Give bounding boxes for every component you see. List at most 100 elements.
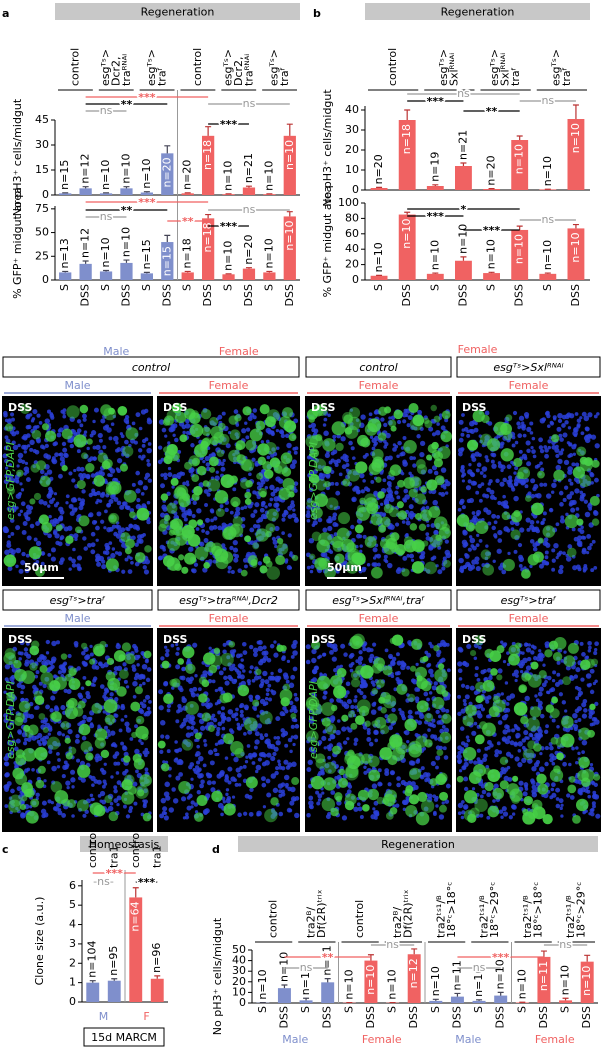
nucleus xyxy=(421,766,425,770)
nucleus xyxy=(497,668,502,673)
nucleus xyxy=(352,456,356,460)
nucleus xyxy=(133,802,137,806)
nucleus xyxy=(117,458,122,463)
gfp-cell xyxy=(66,752,73,759)
error-bar xyxy=(460,257,466,261)
nucleus xyxy=(376,554,381,559)
bar xyxy=(120,263,132,280)
nucleus xyxy=(458,508,462,512)
nucleus xyxy=(34,425,37,428)
gfp-cell xyxy=(396,684,407,695)
gfp-cell xyxy=(14,669,27,682)
n-label: n=10 xyxy=(222,241,235,271)
gfp-cell xyxy=(32,430,42,440)
gfp-cell xyxy=(169,523,181,535)
nucleus xyxy=(110,553,115,558)
x-tick-label: S xyxy=(342,1006,355,1013)
nucleus xyxy=(113,789,117,793)
nucleus xyxy=(383,445,387,449)
n-label: n=15 xyxy=(160,246,173,276)
nucleus xyxy=(106,427,112,433)
nucleus xyxy=(346,737,349,740)
gfp-cell xyxy=(66,405,79,418)
nucleus xyxy=(526,647,531,652)
gfp-cell xyxy=(380,725,389,734)
nucleus xyxy=(107,473,111,477)
gfp-cell xyxy=(416,812,430,826)
gfp-cell xyxy=(390,638,396,644)
panel-title: Homeostasis xyxy=(89,838,160,851)
nucleus xyxy=(406,521,411,526)
nucleus xyxy=(66,689,71,694)
nucleus xyxy=(586,534,591,539)
nucleus xyxy=(278,789,282,793)
nucleus xyxy=(278,763,281,766)
nucleus xyxy=(56,752,60,756)
gfp-cell xyxy=(256,473,263,480)
nucleus xyxy=(256,714,259,717)
nucleus xyxy=(72,507,77,512)
nucleus xyxy=(104,510,108,514)
x-tick-label: DSS xyxy=(277,1006,290,1028)
panel-letter: a xyxy=(2,7,9,20)
nucleus xyxy=(432,500,438,506)
n-label: n=10 xyxy=(386,969,399,999)
gfp-cell xyxy=(120,464,128,472)
error-bar xyxy=(154,976,160,979)
nucleus xyxy=(518,480,522,484)
nucleus xyxy=(121,718,125,722)
y-tick-label: 1 xyxy=(69,976,76,989)
nucleus xyxy=(232,795,235,798)
significance-label: ns xyxy=(457,87,470,100)
nucleus xyxy=(226,717,231,722)
nucleus xyxy=(436,653,440,657)
nucleus xyxy=(58,670,62,674)
nucleus xyxy=(57,765,60,768)
nucleus xyxy=(45,418,50,423)
nucleus xyxy=(414,687,419,692)
nucleus xyxy=(374,739,378,743)
nucleus xyxy=(559,491,564,496)
nucleus xyxy=(39,421,43,425)
x-tick-label: S xyxy=(541,284,554,291)
gfp-cell xyxy=(244,535,251,542)
x-tick-label: S xyxy=(99,284,112,291)
gfp-cell xyxy=(9,794,21,806)
nucleus xyxy=(18,731,22,735)
nucleus xyxy=(8,566,13,571)
nucleus xyxy=(273,489,277,493)
nucleus xyxy=(70,777,75,782)
nucleus xyxy=(47,553,51,557)
gfp-cell xyxy=(326,497,339,510)
nucleus xyxy=(406,554,410,558)
nucleus xyxy=(249,670,252,673)
nucleus xyxy=(48,733,51,736)
nucleus xyxy=(556,556,559,559)
error-bar xyxy=(83,187,89,189)
nucleus xyxy=(229,728,233,732)
nucleus xyxy=(159,813,164,818)
nucleus xyxy=(88,512,93,517)
nucleus xyxy=(49,412,53,416)
x-tick-label: DSS xyxy=(450,1006,463,1028)
nucleus xyxy=(127,555,131,559)
gfp-cell xyxy=(214,648,220,654)
nucleus xyxy=(146,448,152,454)
error-bar xyxy=(287,212,293,217)
gfp-cell xyxy=(109,812,119,822)
condition-label: DSS xyxy=(8,401,33,414)
nucleus xyxy=(410,761,415,766)
n-label: n=10 xyxy=(429,966,442,996)
nucleus xyxy=(136,663,139,666)
significance-label: * xyxy=(461,203,467,216)
nucleus xyxy=(270,756,275,761)
x-tick-label: S xyxy=(472,1006,485,1013)
gfp-cell xyxy=(197,519,203,525)
nucleus xyxy=(405,533,408,536)
nucleus xyxy=(412,463,416,467)
nucleus xyxy=(205,808,210,813)
error-bar xyxy=(368,955,374,961)
gfp-cell xyxy=(434,416,441,423)
nucleus xyxy=(217,774,222,779)
nucleus xyxy=(551,568,555,572)
